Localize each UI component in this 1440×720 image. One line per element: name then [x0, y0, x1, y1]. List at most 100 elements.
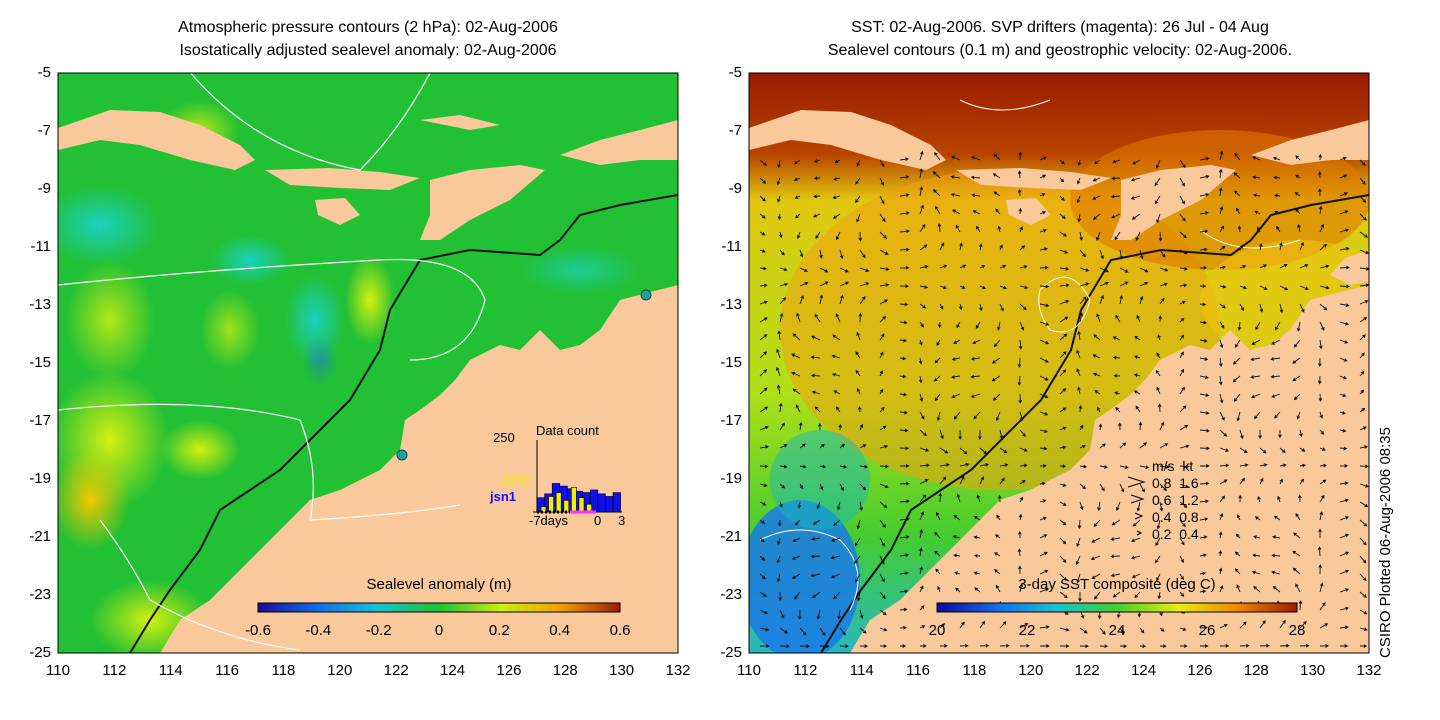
- velocity-arrow: [1199, 339, 1208, 343]
- right-title-line2: Sealevel contours (0.1 m) and geostrophi…: [827, 42, 1293, 59]
- velocity-arrow: [1097, 406, 1101, 413]
- velocity-arrow: [1252, 175, 1261, 180]
- velocity-arrow: [1019, 245, 1026, 251]
- velocity-arrow: [1272, 585, 1281, 593]
- velocity-arrow: [1091, 537, 1101, 543]
- velocity-arrow: [979, 476, 985, 485]
- velocity-arrow: [777, 195, 781, 203]
- velocity-arrow: [1256, 226, 1261, 233]
- velocity-arrow: [1077, 386, 1081, 395]
- velocity-arrow: [778, 591, 782, 602]
- velocity-arrow: [1039, 357, 1049, 363]
- velocity-arrow: [799, 249, 804, 258]
- velocity-arrow: [879, 537, 885, 547]
- velocity-arrow: [1199, 517, 1209, 521]
- velocity-arrow: [1293, 393, 1301, 401]
- velocity-arrow: [1019, 623, 1029, 629]
- velocity-arrow: [879, 177, 885, 186]
- velocity-arrow: [1179, 555, 1184, 563]
- velocity-arrow: [810, 573, 821, 578]
- velocity-arrow: [832, 213, 841, 219]
- velocity-arrow: [856, 387, 861, 395]
- velocity-arrow: [1199, 553, 1207, 558]
- right-lon-tick: 118: [962, 662, 987, 679]
- velocity-arrow: [1159, 501, 1164, 512]
- velocity-arrow: [1039, 429, 1048, 433]
- velocity-arrow: [1139, 465, 1150, 469]
- velocity-arrow: [1219, 303, 1226, 309]
- velocity-arrow: [970, 156, 981, 161]
- velocity-arrow: [834, 159, 841, 164]
- velocity-arrow: [1019, 496, 1024, 503]
- velocity-arrow: [1299, 263, 1309, 269]
- velocity-arrow: [1339, 551, 1350, 557]
- velocity-arrow: [799, 443, 806, 449]
- velocity-arrow: [1317, 171, 1322, 179]
- velocity-arrow: [1259, 643, 1270, 648]
- left-lon-tick: 122: [383, 662, 409, 679]
- velocity-arrow: [1131, 213, 1141, 220]
- velocity-arrow: [1299, 303, 1305, 313]
- velocity-arrow: [953, 514, 961, 521]
- velocity-arrow: [1159, 249, 1166, 258]
- velocity-arrow: [759, 369, 768, 377]
- velocity-arrow: [1239, 477, 1246, 485]
- left-lat-tick: -15: [29, 354, 51, 371]
- velocity-arrow: [1079, 501, 1084, 511]
- velocity-arrow: [854, 537, 861, 547]
- velocity-arrow: [1319, 494, 1325, 503]
- velocity-arrow: [1292, 375, 1301, 382]
- velocity-arrow: [1252, 156, 1261, 161]
- velocity-arrow: [1019, 479, 1026, 485]
- velocity-arrow: [1236, 584, 1241, 593]
- velocity-arrow: [1299, 478, 1305, 485]
- velocity-arrow: [973, 515, 981, 521]
- velocity-arrow: [1059, 426, 1067, 431]
- velocity-arrow: [1276, 225, 1281, 233]
- velocity-arrow: [1359, 231, 1369, 238]
- velocity-arrow: [1077, 159, 1082, 167]
- velocity-arrow: [1199, 499, 1209, 504]
- velocity-arrow: [1179, 334, 1185, 341]
- velocity-arrow: [1232, 375, 1241, 383]
- velocity-arrow: [1199, 589, 1207, 594]
- inset-max-label: 250: [493, 430, 515, 445]
- velocity-arrow: [814, 406, 821, 413]
- velocity-arrow: [1156, 386, 1161, 395]
- velocity-arrow: [779, 627, 789, 634]
- velocity-arrow: [1219, 495, 1226, 503]
- velocity-arrow: [856, 591, 861, 602]
- velocity-arrow: [1059, 231, 1067, 237]
- velocity-arrow: [1159, 627, 1165, 632]
- velocity-arrow: [919, 605, 925, 611]
- velocity-arrow: [1292, 357, 1301, 364]
- velocity-arrow: [879, 609, 887, 616]
- velocity-arrow: [859, 644, 869, 648]
- velocity-arrow: [1270, 374, 1281, 379]
- velocity-arrow: [1059, 369, 1067, 377]
- velocity-arrow: [1078, 404, 1083, 413]
- velocity-arrow: [1135, 405, 1141, 413]
- velocity-arrow: [1017, 357, 1022, 368]
- right-lon-tick: 114: [849, 662, 874, 679]
- velocity-arrow: [856, 331, 861, 341]
- velocity-arrow: [1199, 375, 1209, 379]
- velocity-arrow: [799, 627, 807, 636]
- velocity-arrow: [1156, 519, 1161, 530]
- velocity-arrow: [779, 444, 788, 449]
- velocity-arrow: [777, 330, 782, 341]
- velocity-arrow: [1319, 243, 1328, 251]
- velocity-arrow: [819, 483, 824, 491]
- velocity-arrow: [1092, 354, 1101, 359]
- velocity-arrow: [759, 283, 768, 288]
- velocity-arrow: [1250, 357, 1261, 362]
- velocity-arrow: [1252, 553, 1261, 558]
- velocity-arrow: [1254, 210, 1261, 215]
- velocity-arrow: [1199, 481, 1210, 486]
- velocity-arrow: [799, 281, 809, 287]
- velocity-arrow: [919, 321, 924, 328]
- left-lon-tick: 110: [46, 662, 70, 679]
- velocity-arrow: [939, 429, 944, 440]
- velocity-arrow: [1114, 231, 1121, 241]
- velocity-arrow: [1298, 600, 1303, 611]
